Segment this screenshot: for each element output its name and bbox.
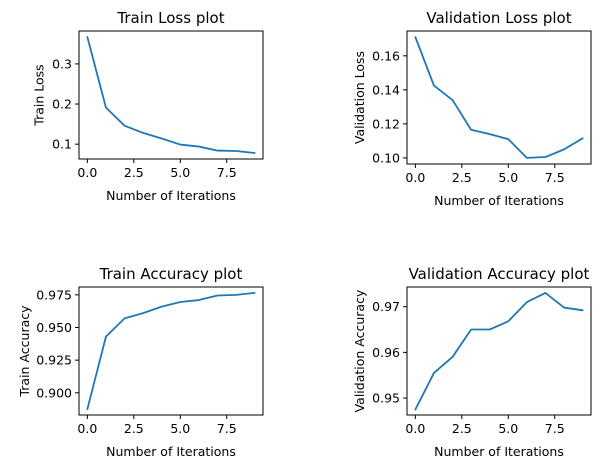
train-accuracy-plot-ytick-label: 0.900: [36, 385, 72, 400]
validation-loss-plot-panel: 0.0 2.5 5.0 7.5 0.10 0.12 0.14 0.16 Validation L…: [352, 9, 592, 208]
validation-accuracy-plot-panel: 0.0 2.5 5.0 7.5 0.95 0.96 0.97 Validation Accur…: [352, 265, 592, 459]
train-accuracy-plot-title: Train Accuracy plot: [99, 265, 243, 283]
train-loss-plot-xtick-label: 7.5: [217, 165, 237, 180]
train-loss-plot-ytick-label: 0.1: [52, 137, 72, 152]
validation-accuracy-plot-xtick-label: 5.0: [498, 421, 518, 436]
validation-loss-plot-ytick-label: 0.12: [372, 116, 400, 131]
validation-loss-plot-title: Validation Loss plot: [426, 9, 571, 27]
train-loss-plot-xlabel: Number of Iterations: [106, 188, 236, 203]
train-accuracy-plot-xtick-label: 7.5: [217, 421, 237, 436]
validation-accuracy-plot-ylabel: Validation Accuracy: [352, 289, 367, 412]
train-loss-plot-axes-frame: [78, 30, 264, 160]
validation-loss-plot-series-line: [414, 36, 584, 159]
train-loss-plot-title: Train Loss plot: [116, 9, 224, 27]
train-loss-plot-ytick-label: 0.3: [52, 56, 72, 71]
validation-loss-plot-xtick-label: 5.0: [498, 170, 518, 185]
train-accuracy-plot-ytick-label: 0.925: [36, 353, 72, 368]
train-accuracy-plot-axes-frame: [78, 286, 264, 416]
validation-accuracy-plot-title: Validation Accuracy plot: [409, 265, 590, 283]
train-loss-plot-ytick-label: 0.2: [52, 97, 72, 112]
train-accuracy-plot-panel: 0.0 2.5 5.0 7.5 0.900 0.925 0.950 0.975 Train Ac…: [17, 265, 264, 459]
validation-loss-plot-axes-frame: [406, 30, 592, 165]
train-loss-plot-ylabel: Train Loss: [31, 64, 46, 126]
validation-loss-plot-ytick-label: 0.10: [372, 150, 400, 165]
train-loss-plot-series-line: [86, 36, 256, 154]
train-accuracy-plot-ytick-label: 0.975: [36, 287, 72, 302]
validation-loss-plot-xtick-label: 2.5: [452, 170, 472, 185]
validation-loss-plot-ylabel: Validation Loss: [352, 51, 367, 144]
validation-loss-plot-ytick-label: 0.14: [372, 82, 400, 97]
validation-accuracy-plot-ytick-label: 0.96: [372, 345, 400, 360]
train-accuracy-plot-xtick-label: 2.5: [124, 421, 144, 436]
train-loss-plot-xtick-label: 0.0: [77, 165, 97, 180]
validation-accuracy-plot-xtick-label: 2.5: [452, 421, 472, 436]
validation-accuracy-plot-axes-frame: [406, 286, 592, 416]
train-accuracy-plot-ylabel: Train Accuracy: [17, 305, 32, 398]
validation-accuracy-plot-series-line: [414, 292, 584, 411]
train-accuracy-plot-xtick-label: 0.0: [77, 421, 97, 436]
train-loss-plot-xtick-label: 2.5: [124, 165, 144, 180]
validation-loss-plot-xtick-label: 7.5: [545, 170, 565, 185]
train-accuracy-plot-series-line: [86, 291, 256, 411]
validation-accuracy-plot-xtick-label: 7.5: [545, 421, 565, 436]
validation-accuracy-plot-xtick-label: 0.0: [405, 421, 425, 436]
validation-accuracy-plot-xlabel: Number of Iterations: [434, 444, 564, 459]
train-accuracy-plot-xtick-label: 5.0: [170, 421, 190, 436]
train-loss-plot-xtick-label: 5.0: [170, 165, 190, 180]
train-loss-plot-panel: 0.0 2.5 5.0 7.5 0.1 0.2 0.3 Train Loss plot Numb…: [31, 9, 264, 203]
validation-loss-plot-xtick-label: 0.0: [405, 170, 425, 185]
validation-accuracy-plot-ytick-label: 0.95: [372, 391, 400, 406]
validation-loss-plot-ytick-label: 0.16: [372, 48, 400, 63]
train-accuracy-plot-ytick-label: 0.950: [36, 320, 72, 335]
validation-loss-plot-xlabel: Number of Iterations: [434, 193, 564, 208]
train-accuracy-plot-xlabel: Number of Iterations: [106, 444, 236, 459]
validation-accuracy-plot-ytick-label: 0.97: [372, 299, 400, 314]
